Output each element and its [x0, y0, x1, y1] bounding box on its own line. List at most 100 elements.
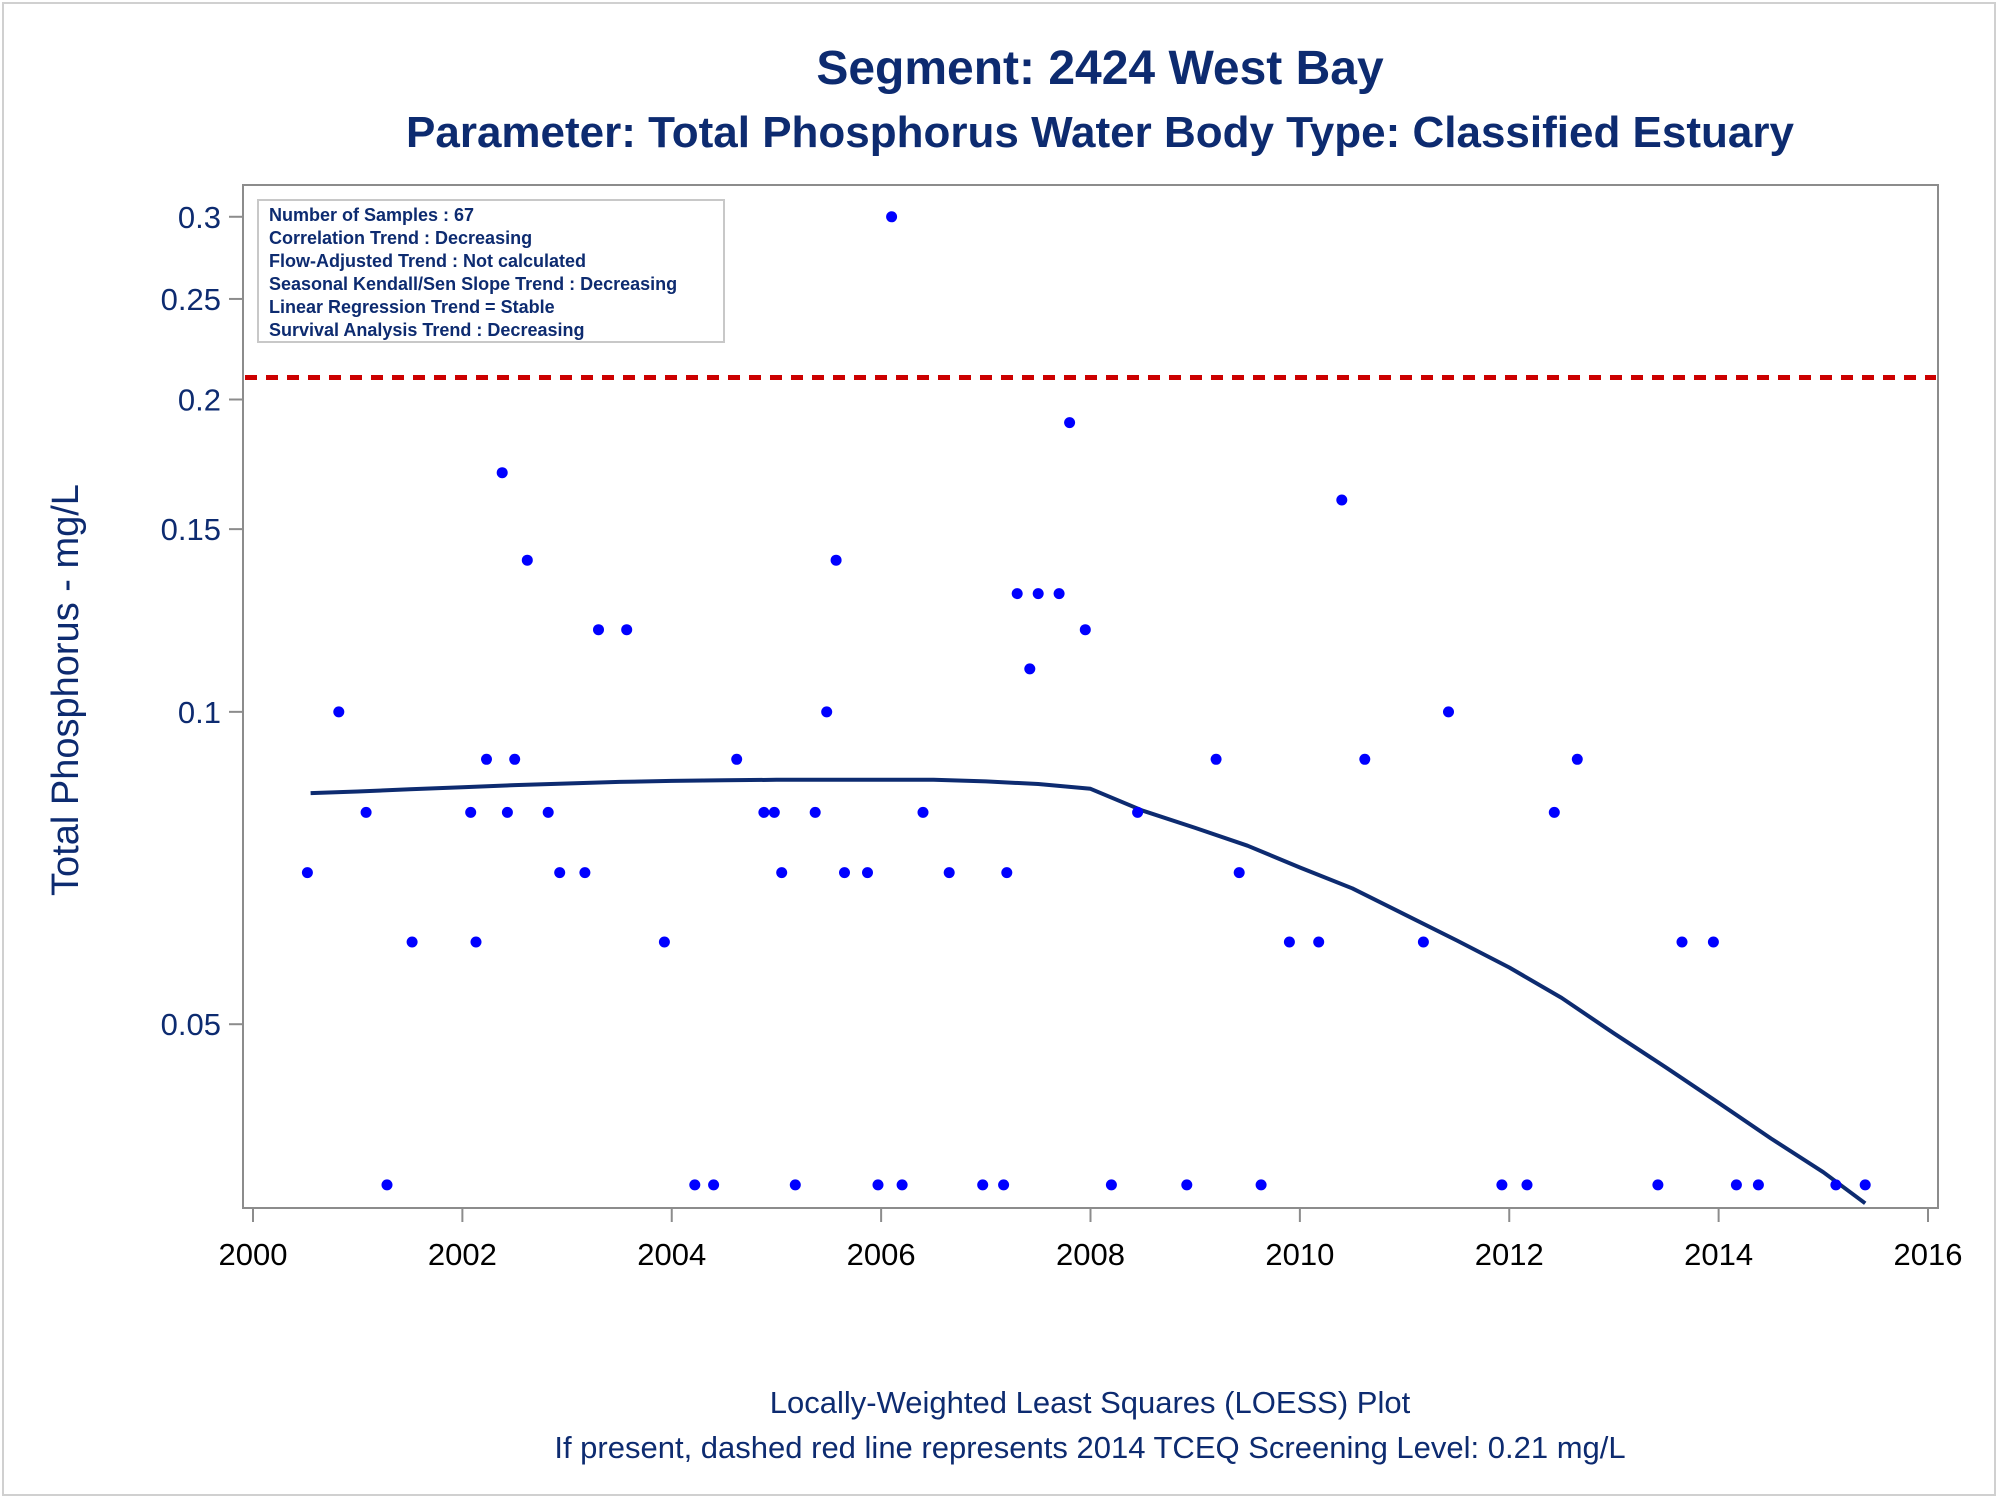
y-tick-label: 0.3 — [178, 200, 221, 235]
data-point — [872, 1179, 884, 1191]
data-point — [998, 1179, 1010, 1191]
data-point — [768, 806, 780, 818]
stats-box-border — [257, 199, 725, 343]
data-point — [1283, 936, 1295, 948]
data-point — [1064, 417, 1076, 429]
data-point — [1359, 753, 1371, 765]
data-point — [1053, 588, 1065, 600]
stats-line-linear-regression: Linear Regression Trend = Stable — [269, 297, 555, 317]
data-point — [1496, 1179, 1508, 1191]
data-point — [1521, 1179, 1533, 1191]
loess-line-group — [310, 777, 1867, 1205]
data-point — [481, 753, 492, 765]
stats-line-samples: Number of Samples : 67 — [269, 205, 474, 225]
data-point — [1571, 753, 1583, 765]
data-point — [689, 1179, 701, 1191]
data-point — [1652, 1179, 1664, 1191]
data-point — [579, 867, 591, 879]
stats-line-seasonal-kendall: Seasonal Kendall/Sen Slope Trend : Decre… — [269, 274, 677, 294]
data-point — [1859, 1179, 1871, 1191]
data-point — [1707, 936, 1719, 948]
stats-line-survival: Survival Analysis Trend : Decreasing — [269, 320, 584, 340]
data-point — [593, 624, 604, 636]
data-point — [809, 806, 821, 818]
data-point — [658, 936, 670, 948]
data-point — [917, 806, 929, 818]
data-point — [554, 867, 566, 879]
footnote-screening-level: If present, dashed red line represents 2… — [554, 1430, 1625, 1465]
y-tick-label: 0.05 — [161, 1007, 221, 1042]
data-point — [333, 706, 345, 718]
data-point — [789, 1179, 801, 1191]
data-point — [465, 806, 477, 818]
data-point — [821, 706, 833, 718]
data-point — [977, 1179, 989, 1191]
data-point — [1417, 936, 1429, 948]
stats-line-flow-adjusted: Flow-Adjusted Trend : Not calculated — [269, 251, 586, 271]
data-point — [301, 867, 313, 879]
x-axis: 2000 2002 2004 2006 2008 2010 2012 2014 2016 — [219, 1208, 1963, 1272]
data-point — [1132, 806, 1144, 818]
data-point — [862, 867, 873, 879]
x-tick-label: 2002 — [428, 1237, 497, 1272]
data-point — [839, 867, 850, 879]
data-point — [830, 554, 842, 566]
y-axis-label: Total Phosphorus - mg/L — [45, 484, 87, 896]
x-tick-label: 2016 — [1894, 1237, 1963, 1272]
data-point — [1676, 936, 1688, 948]
data-point — [1752, 1179, 1764, 1191]
data-point — [1210, 753, 1222, 765]
data-points-group — [301, 211, 1871, 1191]
y-tick-label: 0.25 — [161, 282, 221, 317]
x-tick-label: 2006 — [847, 1237, 916, 1272]
data-point — [496, 467, 508, 479]
data-point — [1336, 494, 1348, 506]
data-point — [1001, 867, 1013, 879]
data-point — [776, 867, 788, 879]
data-point — [509, 753, 521, 765]
y-axis: 0.05 0.1 0.15 0.2 0.25 0.3 — [161, 200, 243, 1042]
loess-curve — [310, 777, 1867, 1205]
data-point — [1024, 663, 1036, 675]
data-point — [896, 1179, 908, 1191]
x-tick-label: 2000 — [219, 1237, 288, 1272]
chart-title: Segment: 2424 West Bay — [816, 42, 1384, 95]
data-point — [1079, 624, 1091, 636]
chart-subtitle: Parameter: Total Phosphorus Water Body T… — [406, 108, 1794, 157]
y-tick-label: 0.2 — [178, 382, 221, 417]
data-point — [1830, 1179, 1842, 1191]
data-point — [406, 936, 418, 948]
data-point — [886, 211, 898, 223]
data-point — [621, 624, 633, 636]
data-point — [1548, 806, 1560, 818]
x-tick-label: 2010 — [1265, 1237, 1334, 1272]
stats-line-correlation: Correlation Trend : Decreasing — [269, 228, 532, 248]
data-point — [1233, 867, 1245, 879]
data-point — [1443, 706, 1454, 718]
x-tick-label: 2014 — [1684, 1237, 1753, 1272]
data-point — [1255, 1179, 1267, 1191]
data-point — [1032, 588, 1044, 600]
data-point — [521, 554, 533, 566]
data-point — [1011, 588, 1023, 600]
y-tick-label: 0.15 — [161, 512, 221, 547]
data-point — [1313, 936, 1325, 948]
data-point — [1105, 1179, 1117, 1191]
data-point — [943, 867, 955, 879]
x-tick-label: 2012 — [1475, 1237, 1544, 1272]
data-point — [708, 1179, 720, 1191]
x-tick-label: 2008 — [1056, 1237, 1125, 1272]
x-tick-label: 2004 — [637, 1237, 706, 1272]
data-point — [470, 936, 482, 948]
data-point — [731, 753, 743, 765]
data-point — [360, 806, 372, 818]
y-tick-label: 0.1 — [178, 695, 221, 730]
data-point — [542, 806, 554, 818]
data-point — [1730, 1179, 1742, 1191]
stats-box: Number of Samples : 67 Correlation Trend… — [257, 199, 725, 343]
footnote-loess: Locally-Weighted Least Squares (LOESS) P… — [770, 1385, 1411, 1420]
data-point — [758, 806, 770, 818]
data-point — [381, 1179, 393, 1191]
